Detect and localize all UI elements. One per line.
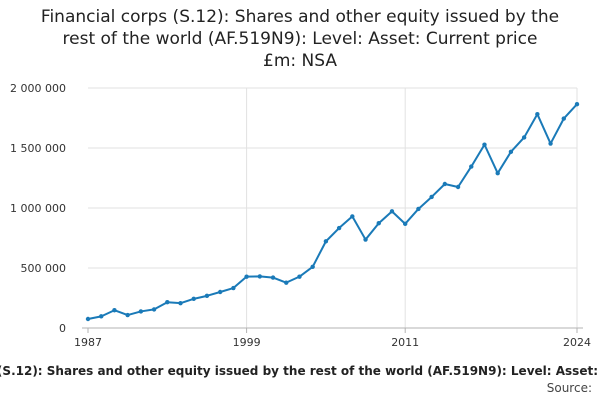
data-point[interactable] (350, 214, 355, 219)
x-tick-label: 2024 (563, 336, 591, 349)
data-point[interactable] (574, 102, 580, 107)
legend-label: Financial corps (S.12): Shares and other… (0, 364, 598, 378)
data-point[interactable] (323, 239, 329, 244)
source-label: Source: (546, 381, 592, 395)
data-point[interactable] (508, 149, 514, 155)
data-point[interactable] (336, 225, 342, 231)
data-point[interactable] (561, 116, 566, 121)
y-tick-label: 1 000 000 (10, 202, 66, 215)
grid-lines (88, 87, 578, 328)
axes: 0 500 000 1 000 000 1 500 000 2 000 000 1987 1… (10, 82, 591, 349)
data-point[interactable] (85, 316, 91, 322)
data-point[interactable] (165, 300, 170, 305)
data-point[interactable] (548, 141, 553, 146)
x-tick-label: 1999 (233, 336, 261, 349)
data-point[interactable] (521, 135, 527, 140)
data-point[interactable] (99, 314, 104, 319)
data-point[interactable] (376, 221, 381, 226)
data-point[interactable] (178, 300, 183, 306)
data-point[interactable] (297, 274, 302, 279)
chart-title: Financial corps (S.12): Shares and other… (0, 6, 600, 72)
data-point[interactable] (191, 296, 196, 302)
data-point[interactable] (442, 181, 448, 187)
series-line (87, 103, 578, 320)
y-tick-label: 2 000 000 (10, 82, 66, 95)
y-tick-label: 0 (59, 322, 66, 335)
data-point[interactable] (469, 164, 474, 169)
data-point[interactable] (402, 221, 408, 227)
x-tick-label: 1987 (74, 336, 102, 349)
data-point[interactable] (284, 280, 289, 285)
data-point[interactable] (535, 111, 540, 117)
chart-title-line-3: £m: NSA (263, 51, 337, 71)
data-point[interactable] (429, 194, 434, 200)
series-layer (85, 102, 580, 322)
y-tick-label: 500 000 (21, 262, 67, 275)
data-point[interactable] (495, 171, 500, 176)
legend: Financial corps (S.12): Shares and other… (0, 364, 600, 384)
data-point[interactable] (231, 285, 236, 291)
data-point[interactable] (151, 307, 157, 312)
data-point[interactable] (482, 142, 487, 147)
chart-title-line-1: Financial corps (S.12): Shares and other… (40, 7, 560, 27)
x-tick-label: 2011 (391, 336, 419, 349)
data-point[interactable] (389, 209, 395, 214)
data-point[interactable] (112, 308, 117, 313)
y-tick-label: 1 500 000 (10, 142, 66, 155)
chart-title-line-2: rest of the world (AF.519N9): Level: Ass… (62, 29, 538, 49)
data-point[interactable] (204, 293, 210, 299)
data-point[interactable] (310, 264, 315, 269)
data-point[interactable] (363, 237, 368, 242)
data-point[interactable] (138, 309, 144, 314)
data-point[interactable] (416, 206, 421, 212)
data-point[interactable] (244, 274, 249, 279)
data-point[interactable] (270, 275, 276, 280)
data-point[interactable] (455, 184, 461, 190)
data-point[interactable] (217, 289, 223, 295)
data-point[interactable] (125, 312, 130, 318)
data-point[interactable] (257, 274, 263, 279)
